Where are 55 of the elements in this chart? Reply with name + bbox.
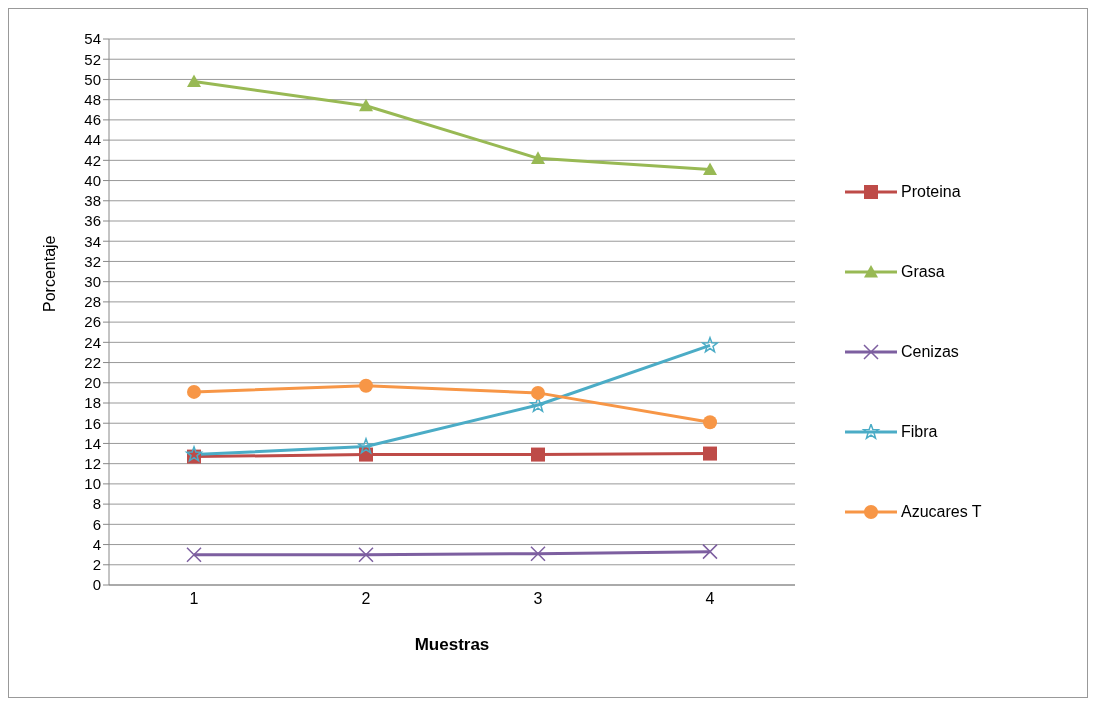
legend-label: Proteina [901,183,961,201]
point [530,545,546,562]
point [531,385,545,400]
y-tick-label: 50 [84,70,101,88]
point [359,98,373,112]
y-tick-label: 24 [84,333,101,351]
y-tick-label: 52 [84,50,101,68]
point [703,162,717,176]
y-tick-label: 54 [84,30,101,48]
y-axis-title: Porcentaje [40,235,58,312]
x-tick-label: 4 [705,590,715,608]
point [531,151,545,164]
point [359,378,373,393]
y-tick-label: 8 [92,495,101,513]
point [701,336,719,353]
legend-label: Cenizas [901,343,959,361]
x-tick-label: 2 [361,590,371,608]
x-axis-title: Muestras [414,635,490,654]
y-tick-label: 20 [84,374,101,392]
y-tick-label: 10 [84,475,101,493]
x-tick-label: 1 [189,590,199,608]
y-tick-label: 14 [84,434,101,452]
y-tick-label: 12 [84,454,101,472]
point [702,543,718,560]
y-tick-label: 32 [84,252,101,270]
y-tick-label: 28 [84,293,101,311]
y-tick-label: 40 [84,171,101,189]
point [357,438,375,454]
legend-label: Azucares T [901,503,982,521]
point [186,546,202,563]
y-tick-label: 38 [84,192,101,210]
y-tick-label: 22 [84,353,101,371]
y-tick-label: 18 [84,394,101,412]
y-tick-label: 46 [84,111,101,129]
y-tick-label: 0 [92,576,101,594]
legend-label: Fibra [901,423,938,441]
y-tick-label: 16 [84,414,101,432]
point [703,446,717,461]
y-tick-label: 44 [84,131,101,149]
x-tick-label: 3 [533,590,543,608]
y-tick-label: 34 [84,232,101,250]
legend-label: Grasa [901,263,945,281]
y-tick-label: 48 [84,90,101,108]
y-tick-label: 42 [84,151,101,169]
point [531,447,545,462]
y-tick-label: 2 [92,556,101,574]
y-tick-label: 4 [92,535,101,553]
point [703,415,717,430]
y-tick-label: 36 [84,212,101,230]
point [187,384,201,399]
y-tick-label: 30 [84,272,101,290]
y-tick-label: 26 [84,313,101,331]
y-tick-label: 6 [92,515,101,533]
point [358,546,374,563]
point [187,74,201,88]
